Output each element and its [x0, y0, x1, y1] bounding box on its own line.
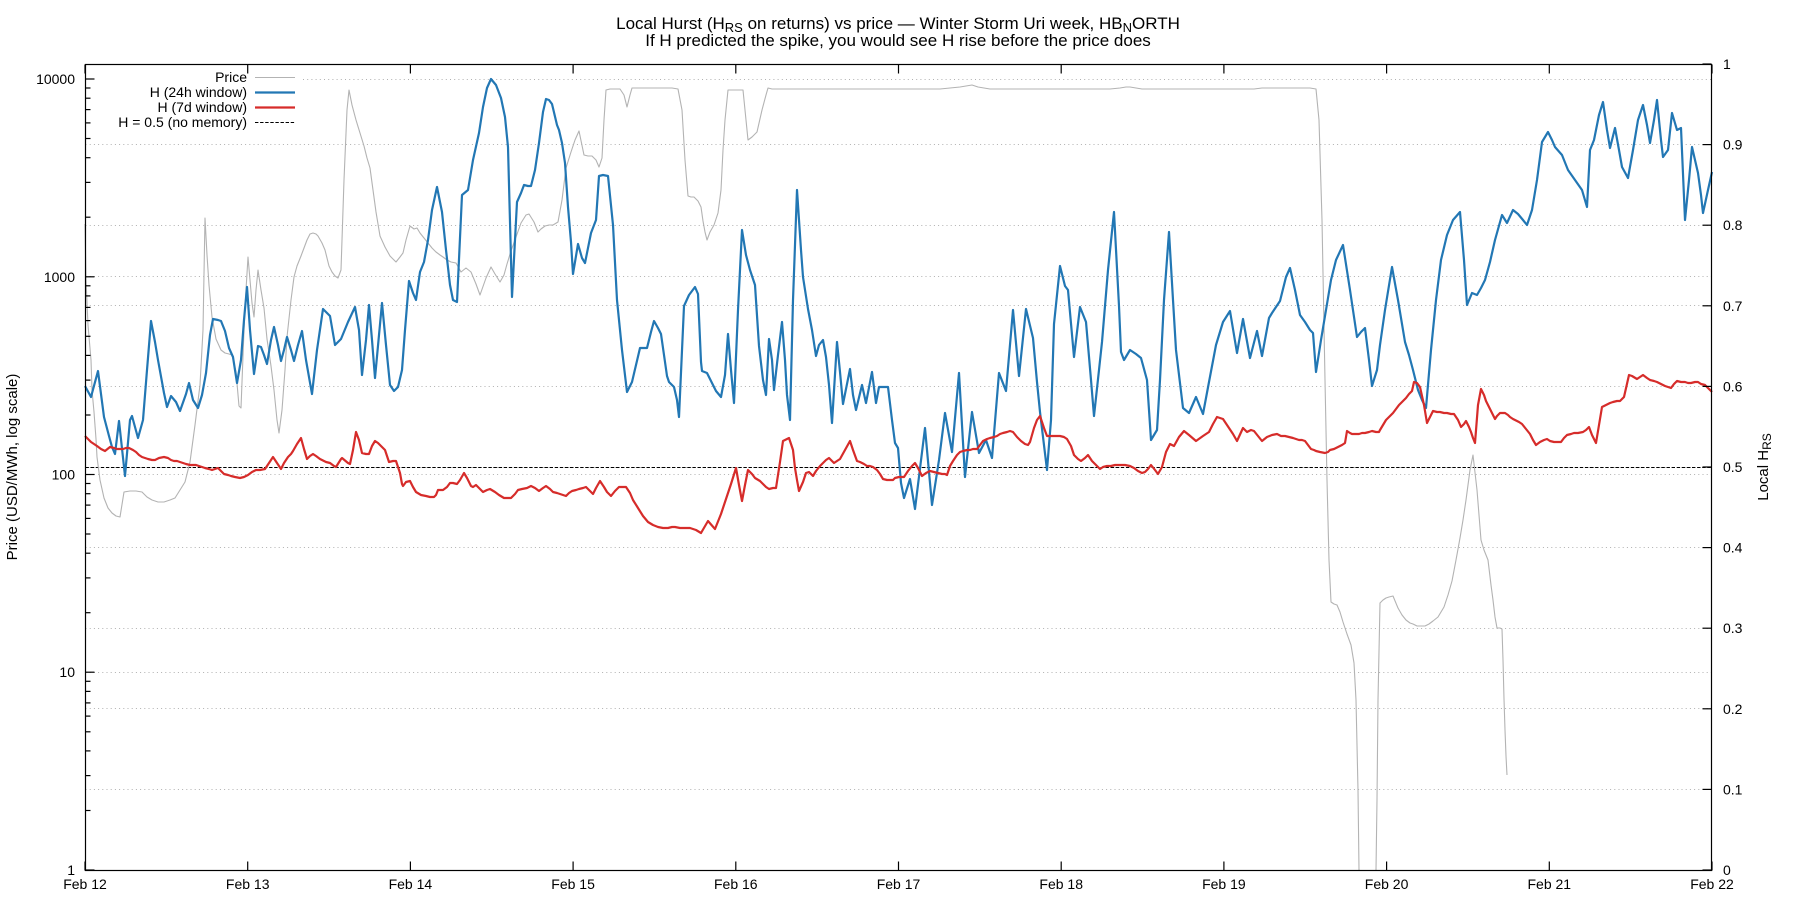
- svg-text:H (24h window): H (24h window): [150, 84, 247, 100]
- svg-text:10: 10: [59, 664, 75, 680]
- svg-text:Feb 12: Feb 12: [63, 876, 107, 892]
- svg-text:Feb 21: Feb 21: [1528, 876, 1572, 892]
- svg-text:Feb 14: Feb 14: [389, 876, 433, 892]
- svg-text:1: 1: [67, 862, 75, 878]
- svg-text:Feb 20: Feb 20: [1365, 876, 1409, 892]
- svg-text:0.3: 0.3: [1723, 620, 1743, 636]
- svg-text:Feb 15: Feb 15: [551, 876, 595, 892]
- svg-text:Local Hurst (HRS on returns) v: Local Hurst (HRS on returns) vs price — …: [616, 14, 1180, 35]
- svg-text:0.1: 0.1: [1723, 781, 1743, 797]
- svg-text:Price (USD/MWh, log scale): Price (USD/MWh, log scale): [4, 374, 21, 561]
- svg-text:Local HRS: Local HRS: [1755, 433, 1774, 501]
- svg-text:Feb 16: Feb 16: [714, 876, 758, 892]
- svg-text:0.4: 0.4: [1723, 540, 1743, 556]
- svg-text:0.7: 0.7: [1723, 298, 1743, 314]
- svg-text:H (7d window): H (7d window): [158, 99, 247, 115]
- svg-text:Feb 22: Feb 22: [1690, 876, 1734, 892]
- svg-text:H = 0.5 (no memory): H = 0.5 (no memory): [118, 114, 247, 130]
- svg-text:0.5: 0.5: [1723, 459, 1743, 475]
- svg-text:Feb 13: Feb 13: [226, 876, 270, 892]
- svg-text:1000: 1000: [44, 269, 75, 285]
- svg-text:0.9: 0.9: [1723, 137, 1743, 153]
- svg-text:0: 0: [1723, 862, 1731, 878]
- svg-text:10000: 10000: [36, 71, 75, 87]
- svg-text:0.6: 0.6: [1723, 378, 1743, 394]
- svg-text:100: 100: [52, 467, 76, 483]
- svg-text:0.2: 0.2: [1723, 701, 1743, 717]
- svg-text:0.8: 0.8: [1723, 217, 1743, 233]
- svg-text:If H predicted the spike, you: If H predicted the spike, you would see …: [645, 31, 1151, 50]
- svg-text:Feb 17: Feb 17: [877, 876, 921, 892]
- svg-text:Feb 18: Feb 18: [1039, 876, 1083, 892]
- svg-text:1: 1: [1723, 56, 1731, 72]
- svg-text:Price: Price: [215, 69, 247, 85]
- svg-text:Feb 19: Feb 19: [1202, 876, 1246, 892]
